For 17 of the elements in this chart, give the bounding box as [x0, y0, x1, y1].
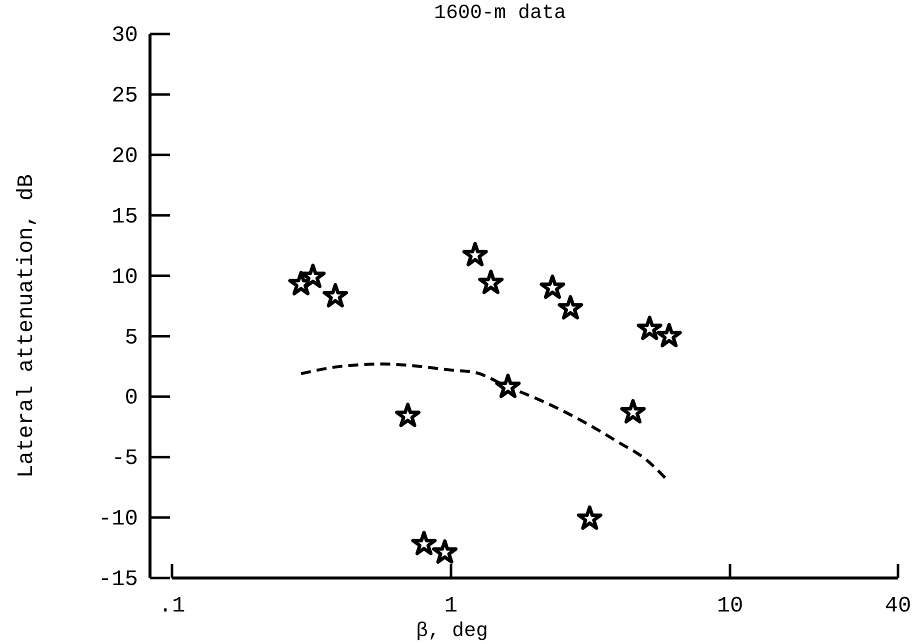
x-tick-label: 1 [444, 594, 458, 619]
y-axis-title: Lateral attenuation, dB [14, 174, 39, 478]
y-tick-label: -15 [98, 567, 138, 592]
y-tick-label: 5 [124, 325, 138, 350]
chart-title: 1600-m data [434, 2, 566, 25]
y-tick-label: -10 [98, 506, 138, 532]
y-tick-label: 10 [112, 264, 138, 290]
x-axis-title: β, deg [416, 620, 488, 643]
y-tick-label: 20 [112, 144, 138, 169]
y-tick-label: 30 [112, 23, 138, 48]
y-tick-label: 25 [112, 83, 138, 108]
y-tick-label: -5 [112, 446, 138, 472]
y-tick-label: 0 [124, 386, 138, 411]
x-tick-label: .1 [158, 594, 186, 619]
x-tick-label: 10 [716, 594, 744, 619]
y-tick-label: 15 [112, 204, 138, 230]
x-tick-label: 40 [884, 594, 912, 619]
